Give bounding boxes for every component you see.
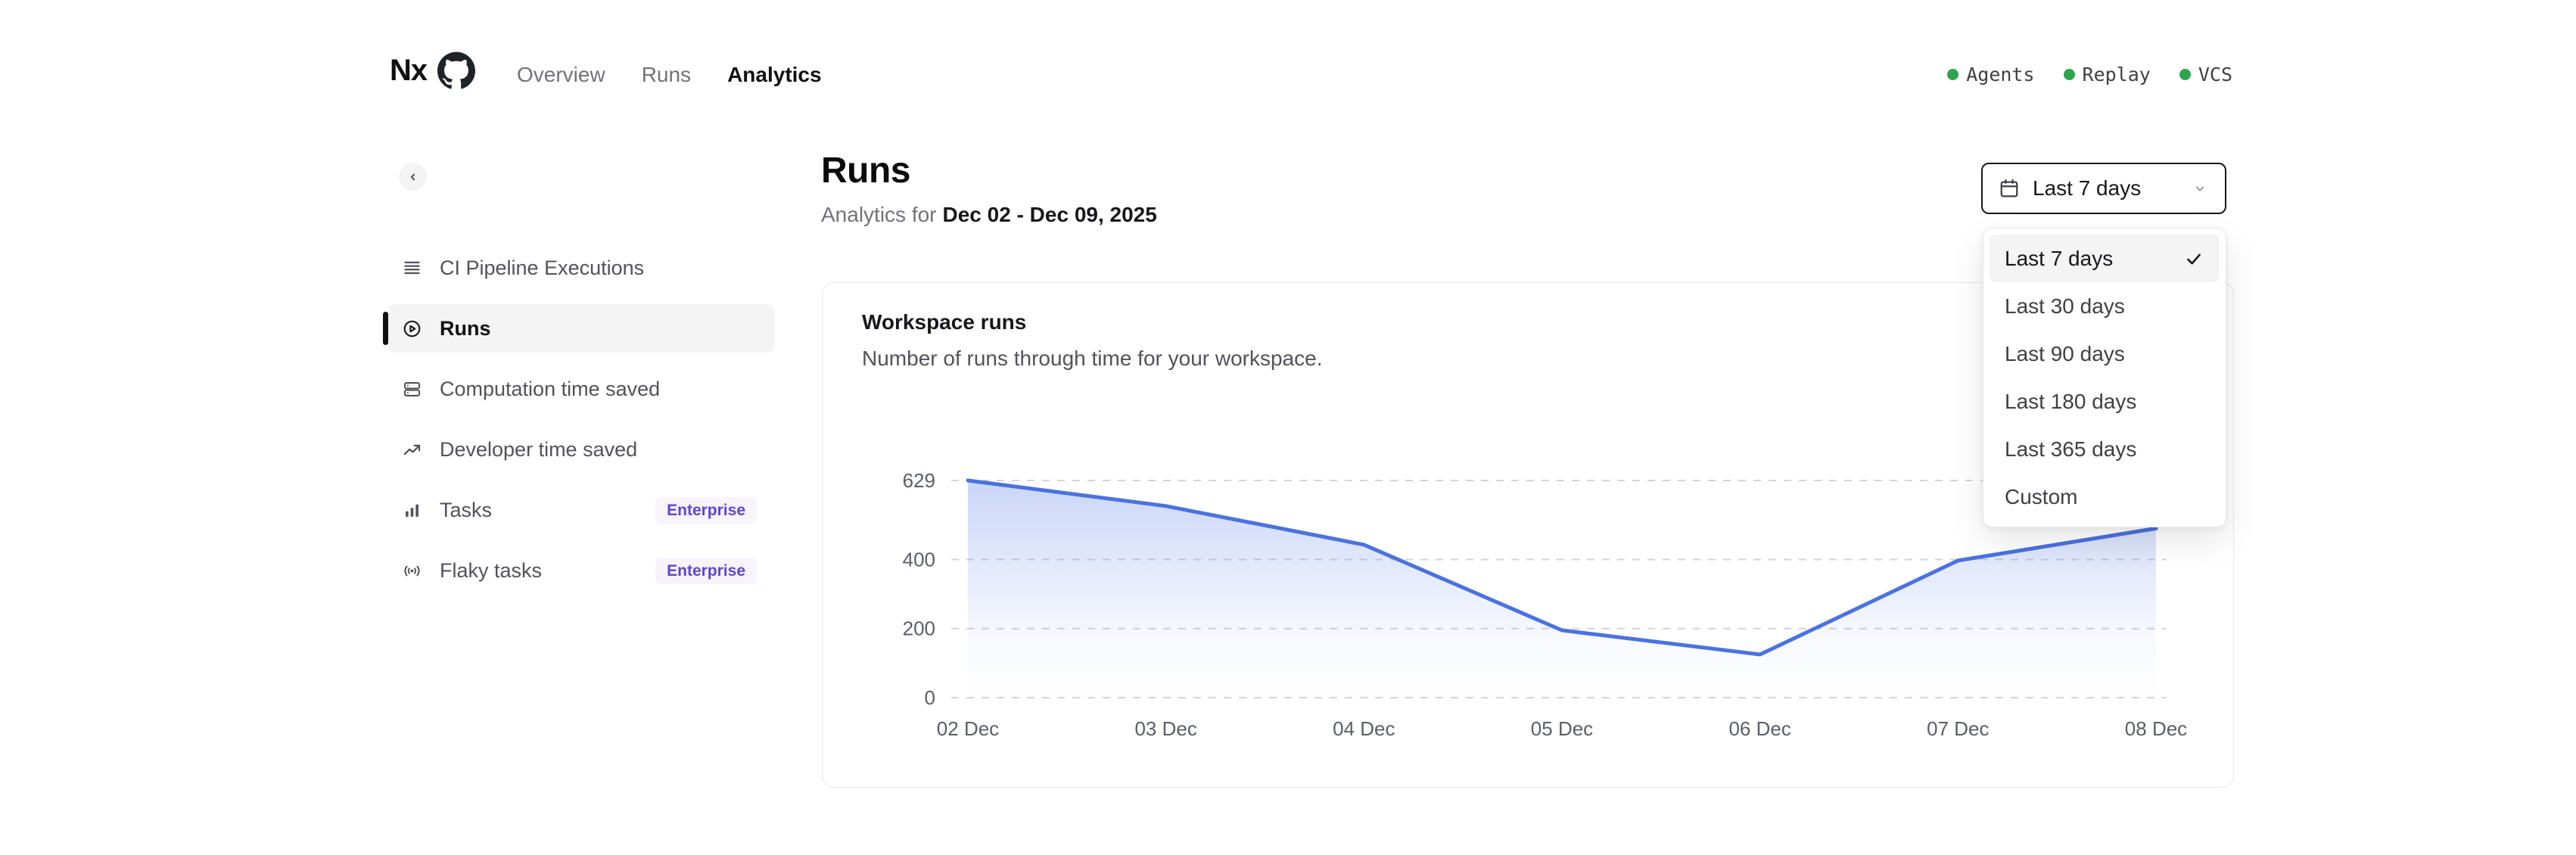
svg-text:03 Dec: 03 Dec — [1134, 717, 1196, 740]
sidebar-item-flaky-tasks[interactable]: Flaky tasks Enterprise — [387, 546, 775, 595]
svg-text:02 Dec: 02 Dec — [937, 717, 999, 740]
chart-title: Workspace runs — [862, 310, 1027, 334]
status-replay[interactable]: Replay — [2063, 64, 2151, 86]
sidebar-item-runs[interactable]: Runs — [383, 304, 775, 353]
sidebar-item-ci-pipeline-executions[interactable]: CI Pipeline Executions — [387, 244, 775, 292]
svg-text:629: 629 — [903, 469, 935, 492]
svg-text:04 Dec: 04 Dec — [1333, 717, 1395, 740]
green-dot-icon — [2063, 69, 2075, 80]
sidebar-item-label: CI Pipeline Executions — [440, 256, 645, 279]
svg-text:200: 200 — [903, 617, 935, 640]
page-subtitle: Analytics for Dec 02 - Dec 09, 2025 — [821, 203, 1157, 227]
workspace-runs-area-chart: 629 400 200 002 Dec 03 Dec 04 Dec 05 Dec 06 Dec… — [903, 469, 2188, 740]
date-range-label: Last 7 days — [2033, 176, 2142, 200]
svg-text:05 Dec: 05 Dec — [1531, 717, 1593, 740]
sidebar-item-computation-time-saved[interactable]: Computation time saved — [387, 365, 775, 413]
trend-up-icon — [403, 444, 421, 455]
sidebar-item-label: Tasks — [440, 498, 493, 521]
workspace-runs-card: Workspace runs Number of runs through ti… — [822, 282, 2234, 788]
chevron-left-icon — [410, 173, 415, 180]
sidebar-item-tasks[interactable]: Tasks Enterprise — [387, 486, 775, 534]
chart-description: Number of runs through time for your wor… — [862, 347, 1323, 370]
brand: Nx — [390, 51, 476, 89]
svg-text:07 Dec: 07 Dec — [1927, 717, 1989, 740]
svg-text:06 Dec: 06 Dec — [1728, 717, 1790, 740]
sidebar: CI Pipeline Executions Runs Computation … — [383, 244, 775, 607]
menu-option-last-365-days[interactable]: Last 365 days — [2005, 437, 2137, 461]
subtitle-date-range: Dec 02 - Dec 09, 2025 — [942, 203, 1157, 226]
rows-icon — [404, 261, 420, 274]
status-agents[interactable]: Agents — [1947, 64, 2035, 86]
status-replay-label: Replay — [2082, 64, 2151, 86]
menu-option-last-90-days[interactable]: Last 90 days — [2005, 341, 2125, 365]
menu-option-last-30-days[interactable]: Last 30 days — [2005, 294, 2125, 318]
sidebar-item-label: Runs — [440, 316, 491, 340]
page-title: Runs — [821, 151, 911, 191]
menu-option-custom[interactable]: Custom — [2005, 484, 2078, 508]
top-nav: Overview Runs Analytics — [517, 62, 822, 88]
enterprise-badge: Enterprise — [655, 496, 757, 524]
svg-text:400: 400 — [903, 548, 935, 571]
play-circle-icon — [403, 320, 421, 337]
nav-overview[interactable]: Overview — [517, 63, 605, 86]
svg-text:0: 0 — [925, 686, 935, 709]
sidebar-item-label: Flaky tasks — [440, 558, 543, 582]
menu-option-last-180-days[interactable]: Last 180 days — [2005, 389, 2137, 413]
check-icon — [2187, 253, 2201, 264]
subtitle-prefix: Analytics for — [821, 203, 937, 226]
nx-logo[interactable]: Nx — [390, 53, 428, 87]
nav-analytics[interactable]: Analytics — [727, 63, 822, 86]
date-range-button[interactable]: Last 7 days — [1981, 163, 2226, 214]
menu-option-last-7-days[interactable]: Last 7 days — [1990, 235, 2220, 282]
sidebar-item-label: Computation time saved — [440, 377, 661, 400]
chevron-down-icon — [2195, 186, 2204, 191]
server-icon — [403, 381, 421, 396]
status-vcs[interactable]: VCS — [2179, 64, 2232, 86]
green-dot-icon — [1947, 69, 1959, 80]
status-agents-label: Agents — [1966, 64, 2035, 86]
nav-runs[interactable]: Runs — [641, 63, 692, 86]
date-range-menu: Last 7 days Last 30 days Last 90 days La… — [1983, 228, 2226, 527]
calendar-icon — [2000, 179, 2018, 197]
sidebar-collapse-button[interactable] — [399, 163, 427, 191]
sidebar-item-developer-time-saved[interactable]: Developer time saved — [387, 425, 775, 474]
enterprise-badge: Enterprise — [655, 557, 757, 584]
status-vcs-label: VCS — [2198, 64, 2232, 86]
signal-icon — [404, 565, 420, 576]
github-icon[interactable] — [437, 51, 476, 89]
status-indicators: Agents Replay VCS — [1947, 64, 2232, 86]
bar-chart-icon — [406, 504, 418, 517]
sidebar-item-label: Developer time saved — [440, 437, 638, 461]
svg-text:08 Dec: 08 Dec — [2125, 717, 2187, 740]
green-dot-icon — [2179, 69, 2191, 80]
